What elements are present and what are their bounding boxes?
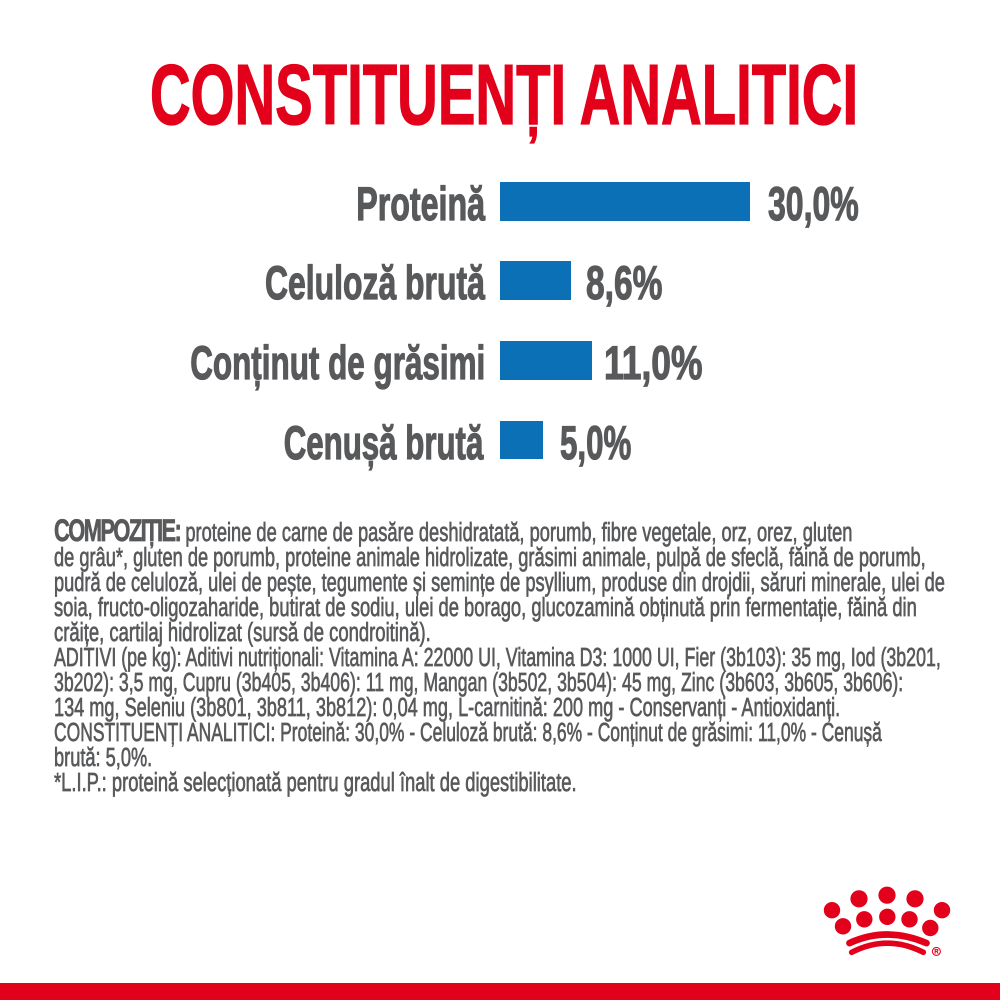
- svg-text:R: R: [934, 950, 939, 956]
